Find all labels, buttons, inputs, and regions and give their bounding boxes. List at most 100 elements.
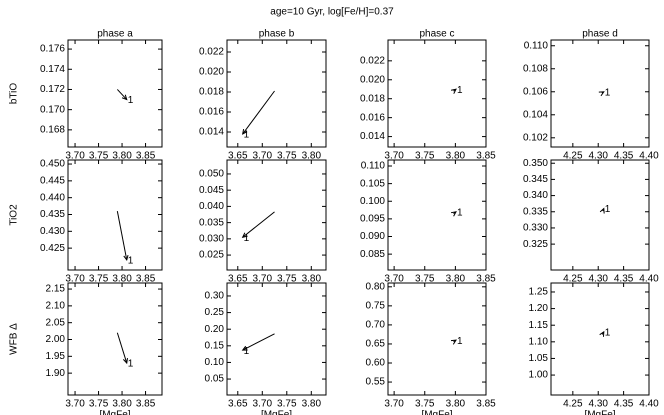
y-tick-label: 0.340	[523, 190, 548, 201]
annotation: 1	[244, 233, 250, 244]
y-tick-label: 0.014	[360, 131, 385, 142]
x-tick-label: 3.70	[65, 151, 85, 162]
y-tick-label: 0.75	[366, 300, 386, 311]
x-tick-label: 4.35	[614, 399, 634, 410]
x-axis-label: [MgFe]	[99, 410, 130, 415]
y-tick-label: 0.100	[360, 196, 385, 207]
y-tick-label: 0.035	[199, 217, 224, 228]
annotation: 1	[605, 87, 611, 98]
y-tick-label: 2.05	[46, 317, 66, 328]
arrow-head	[241, 345, 248, 351]
y-tick-label: 0.050	[199, 169, 224, 180]
axes-frame	[387, 159, 487, 271]
y-tick-label: 0.110	[361, 161, 386, 172]
x-tick-label: 3.80	[446, 399, 466, 410]
x-tick-label: 3.80	[446, 274, 466, 285]
arrow-head	[122, 358, 128, 365]
y-tick-label: 0.030	[199, 233, 224, 244]
axes-frame	[67, 159, 163, 271]
x-tick-label: 4.25	[563, 274, 583, 285]
data-line	[242, 211, 275, 238]
x-tick-label: 4.40	[639, 274, 659, 285]
y-tick-label: 0.104	[523, 109, 548, 120]
y-tick-label: 0.090	[360, 231, 385, 242]
arrow-head	[123, 254, 129, 262]
y-tick-label: 0.80	[366, 281, 386, 292]
y-axis-label: bTiO	[9, 83, 20, 105]
x-tick-label: 4.35	[614, 151, 634, 162]
y-tick-label: 0.102	[523, 132, 548, 143]
x-tick-label: 3.75	[277, 399, 297, 410]
axes-frame	[387, 39, 487, 148]
x-tick-label: 3.70	[384, 151, 404, 162]
y-axis-label: TiO2	[9, 204, 20, 226]
y-tick-label: 2.00	[46, 334, 66, 345]
axes-frame	[550, 159, 650, 271]
x-tick-label: 3.80	[112, 151, 132, 162]
arrow-head	[450, 211, 457, 217]
annotation: 1	[244, 130, 250, 141]
x-tick-label: 3.75	[415, 151, 435, 162]
y-tick-label: 0.022	[199, 47, 224, 58]
annotation: 1	[244, 346, 250, 357]
annotation: 1	[457, 336, 463, 347]
annotation: 1	[128, 359, 134, 370]
arrow-head	[121, 94, 128, 101]
x-tick-label: 3.75	[277, 151, 297, 162]
x-tick-label: 3.85	[476, 151, 496, 162]
data-line	[116, 211, 128, 261]
y-tick-label: 0.110	[524, 40, 549, 51]
x-tick-label: 3.85	[476, 274, 496, 285]
x-tick-label: 4.30	[588, 399, 608, 410]
y-tick-label: 0.018	[199, 87, 224, 98]
axes-frame	[67, 39, 163, 148]
y-tick-label: 0.65	[366, 339, 386, 350]
y-tick-label: 0.445	[40, 175, 65, 186]
y-tick-label: 0.085	[360, 249, 385, 260]
x-tick-label: 3.85	[136, 274, 156, 285]
axes-frame	[387, 282, 487, 396]
data-line	[242, 333, 275, 351]
axes-frame	[550, 39, 650, 148]
y-tick-label: 1.05	[529, 353, 549, 364]
x-tick-label: 3.80	[302, 151, 322, 162]
x-tick-label: 3.65	[228, 274, 248, 285]
x-tick-label: 3.80	[446, 151, 466, 162]
arrow-head	[599, 207, 605, 214]
x-tick-label: 3.75	[277, 274, 297, 285]
axes-frame	[226, 39, 327, 148]
data-line	[242, 90, 275, 135]
y-tick-label: 0.325	[523, 239, 548, 250]
y-tick-label: 0.172	[40, 84, 65, 95]
x-tick-label: 3.70	[253, 274, 273, 285]
y-tick-label: 0.040	[199, 201, 224, 212]
y-tick-label: 1.90	[46, 368, 66, 379]
y-tick-label: 1.20	[529, 303, 549, 314]
figure-title: age=10 Gyr, log[Fe/H]=0.37	[270, 7, 394, 18]
y-tick-label: 0.05	[205, 374, 225, 385]
y-tick-label: 0.430	[40, 226, 65, 237]
x-tick-label: 3.75	[415, 274, 435, 285]
y-tick-label: 0.020	[199, 67, 224, 78]
y-tick-label: 0.60	[366, 358, 386, 369]
x-axis-label: [MgFe]	[584, 410, 615, 415]
axes-frame	[67, 282, 163, 396]
x-tick-label: 3.75	[415, 399, 435, 410]
y-tick-label: 0.105	[360, 178, 385, 189]
y-tick-label: 0.025	[199, 250, 224, 261]
x-tick-label: 3.80	[112, 274, 132, 285]
y-tick-label: 0.014	[199, 127, 224, 138]
y-tick-label: 0.106	[523, 86, 548, 97]
x-tick-label: 4.25	[563, 399, 583, 410]
panel-title: phase c	[419, 29, 454, 40]
y-tick-label: 1.15	[529, 320, 549, 331]
x-tick-label: 4.35	[614, 274, 634, 285]
x-tick-label: 4.40	[639, 151, 659, 162]
y-tick-label: 0.045	[199, 185, 224, 196]
x-tick-label: 3.70	[65, 274, 85, 285]
x-tick-label: 3.75	[89, 151, 109, 162]
y-tick-label: 0.440	[40, 192, 65, 203]
y-tick-label: 0.108	[523, 63, 548, 74]
